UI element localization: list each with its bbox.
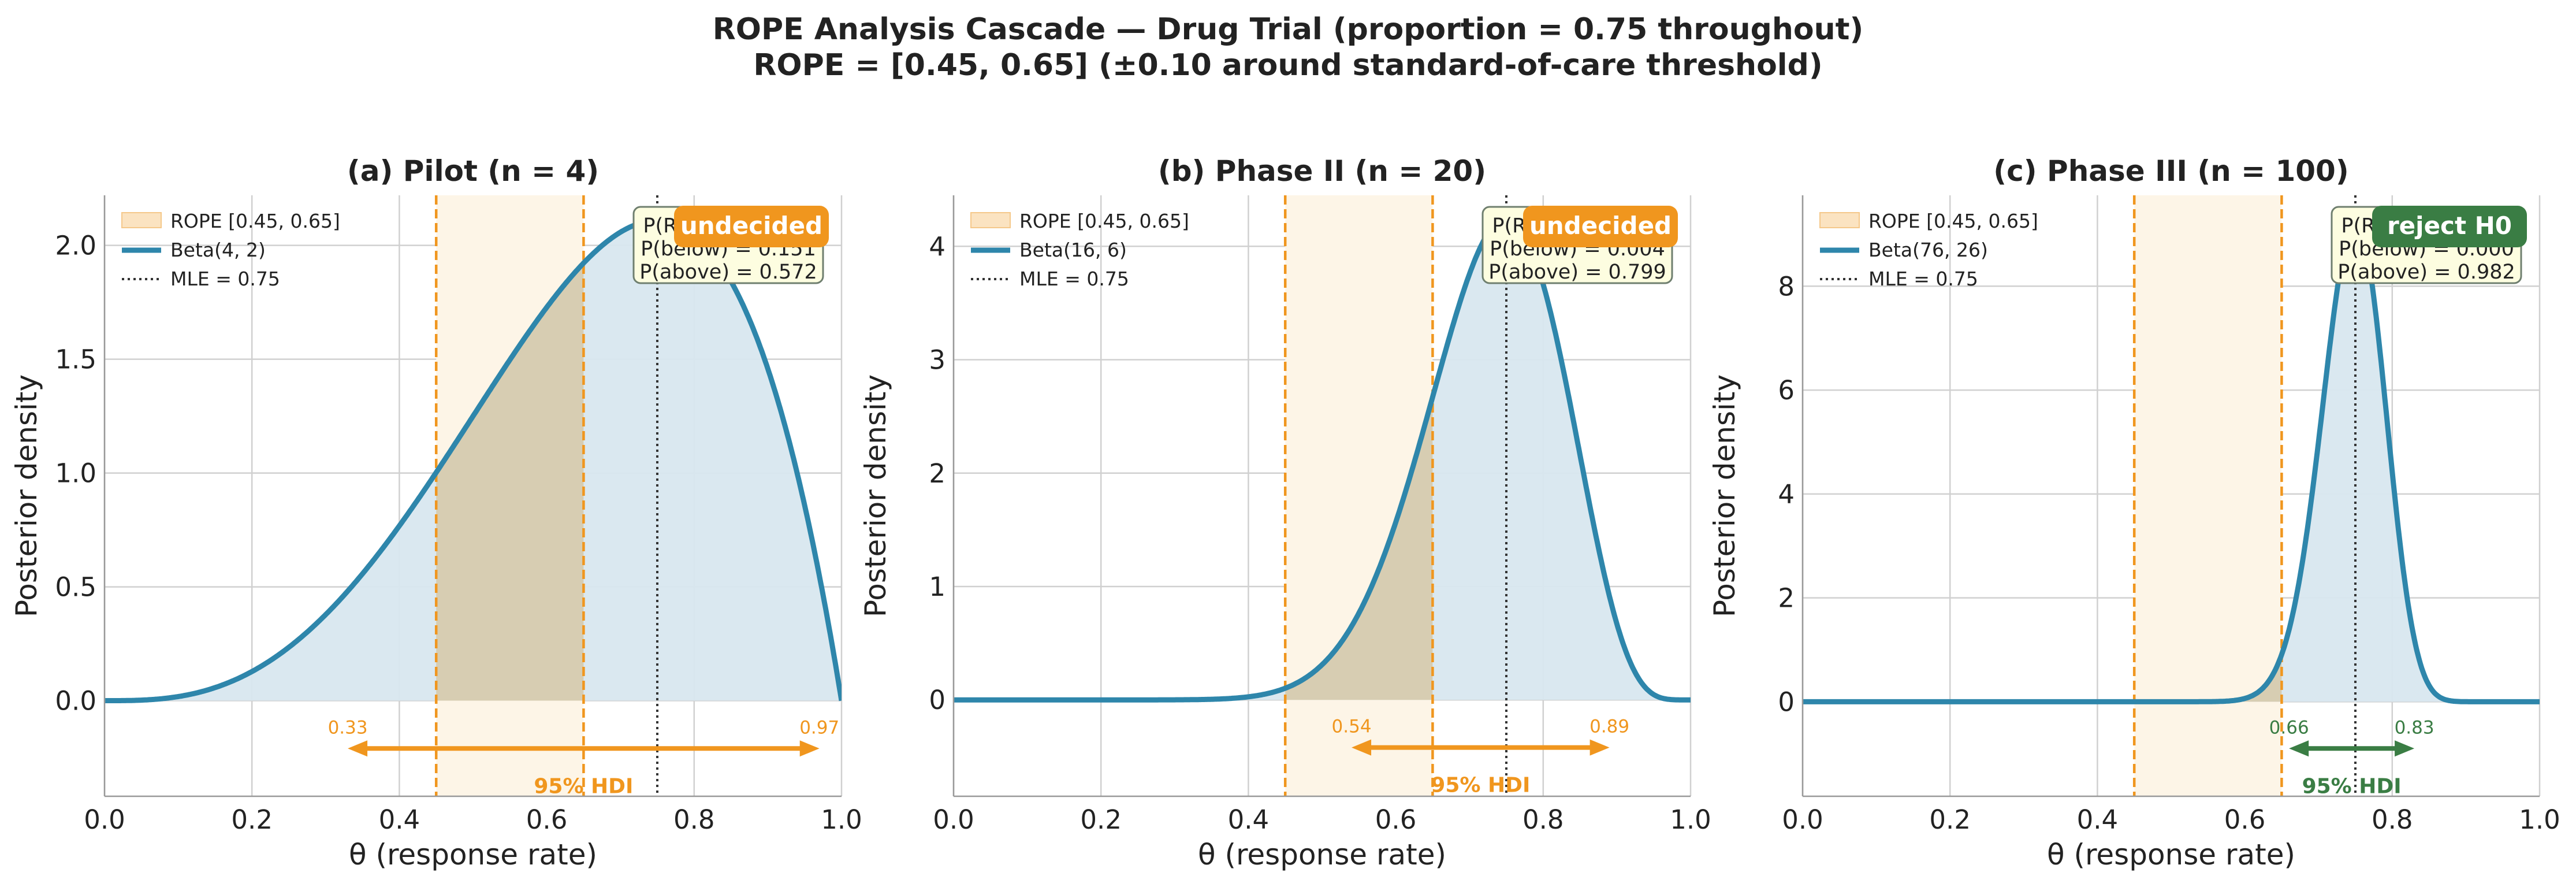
prob-above: P(above) = 0.799 (1488, 261, 1666, 284)
y-tick-label: 1.5 (55, 344, 96, 375)
legend-beta-label: Beta(4, 2) (170, 239, 266, 261)
legend-mle-label: MLE = 0.75 (170, 268, 280, 290)
panel-phase-ii: 0.54 0.89 95% HDI 0.0 0.2 0.4 0.6 0.8 1.0 0 1 2 3 4 θ … (859, 154, 1711, 871)
y-tick-label: 4 (1778, 479, 1795, 510)
x-tick-label: 0.8 (1522, 804, 1564, 835)
y-tick-label: 2.0 (55, 231, 96, 261)
hdi-high-label: 0.89 (1589, 717, 1629, 737)
y-tick-label: 2 (1778, 583, 1795, 614)
x-tick-label: 1.0 (821, 804, 862, 835)
posterior-curve (1803, 217, 2540, 704)
verdict-label: undecided (680, 211, 822, 240)
legend-rope-swatch (970, 212, 1011, 228)
y-axis-label: Posterior density (1708, 374, 1741, 617)
y-tick-label: 1.0 (55, 458, 96, 489)
y-axis-label: Posterior density (859, 374, 892, 617)
y-tick-label: 0.0 (55, 686, 96, 717)
x-tick-label: 0.8 (673, 804, 715, 835)
hdi-high-label: 0.83 (2395, 717, 2434, 738)
x-tick-label: 0.4 (1228, 804, 1270, 835)
legend-beta-label: Beta(16, 6) (1019, 239, 1127, 261)
hdi-high-label: 0.97 (799, 717, 839, 738)
x-tick-label: 0.0 (933, 804, 974, 835)
legend-rope-label: ROPE [0.45, 0.65] (1868, 210, 2038, 232)
x-tick-label: 0.0 (84, 804, 125, 835)
panel-title: (c) Phase III (n = 100) (1993, 154, 2348, 188)
hdi-label: 95% HDI (1431, 774, 1530, 797)
x-tick-label: 0.4 (379, 804, 420, 835)
y-tick-label: 8 (1778, 271, 1795, 302)
x-tick-label: 0.0 (1782, 804, 1823, 835)
verdict-label: reject H0 (2387, 211, 2512, 240)
y-tick-label: 1 (929, 571, 945, 602)
verdict-badge (674, 206, 829, 247)
hdi-low-label: 0.54 (1332, 717, 1372, 737)
verdict-badge (1523, 206, 1678, 247)
hdi-arrowhead-right (799, 740, 820, 757)
x-axis-label: θ (response rate) (1198, 838, 1446, 871)
x-tick-label: 1.0 (2519, 804, 2560, 835)
x-tick-label: 0.2 (1929, 804, 1971, 835)
hdi-low-label: 0.33 (328, 717, 368, 738)
verdict-label: undecided (1529, 211, 1672, 240)
hdi-arrowhead-left (348, 740, 368, 757)
legend-rope-label: ROPE [0.45, 0.65] (170, 210, 340, 232)
x-tick-label: 0.2 (231, 804, 273, 835)
panel-title: (a) Pilot (n = 4) (347, 154, 599, 188)
figure-title-line2: ROPE = [0.45, 0.65] (±0.10 around standa… (753, 48, 1822, 83)
legend-beta-label: Beta(76, 26) (1868, 239, 1988, 261)
hdi-arrowhead-right (2395, 740, 2415, 757)
hdi-label: 95% HDI (2302, 774, 2402, 798)
x-tick-label: 1.0 (1670, 804, 1711, 835)
legend-mle-label: MLE = 0.75 (1019, 268, 1129, 290)
rope-band (2134, 195, 2282, 796)
y-tick-label: 6 (1778, 375, 1795, 406)
hdi-low-label: 0.66 (2269, 717, 2309, 738)
posterior-curve (954, 216, 1691, 703)
verdict-badge (2372, 206, 2527, 247)
hdi-arrowhead-right (1589, 739, 1610, 756)
figure-title-line1: ROPE Analysis Cascade — Drug Trial (prop… (713, 12, 1864, 47)
x-tick-label: 0.6 (2224, 804, 2266, 835)
x-axis-label: θ (response rate) (349, 838, 597, 871)
panel-pilot: 0.33 0.97 95% HDI 0.0 0.2 0.4 0.6 0.8 1.0 0.0 0.5 1… (10, 154, 862, 871)
panel-title: (b) Phase II (n = 20) (1158, 154, 1486, 188)
y-tick-label: 2 (929, 458, 945, 489)
hdi-arrowhead-left (2289, 740, 2309, 757)
x-tick-label: 0.4 (2077, 804, 2119, 835)
legend-rope-swatch (121, 212, 162, 228)
hdi-arrowhead-left (1352, 739, 1372, 756)
x-tick-label: 0.2 (1080, 804, 1122, 835)
panel-phase-iii: 0.66 0.83 95% HDI 0.0 0.2 0.4 0.6 0.8 1.0 0 2 4 6 8 θ … (1708, 154, 2560, 871)
x-tick-label: 0.8 (2372, 804, 2413, 835)
y-tick-label: 4 (929, 231, 945, 262)
hdi-label: 95% HDI (534, 774, 633, 798)
rope-posterior-overlap (436, 263, 584, 701)
legend-rope-swatch (1819, 212, 1860, 228)
prob-above: P(above) = 0.982 (2337, 261, 2515, 284)
y-tick-label: 0.5 (55, 572, 96, 603)
prob-above: P(above) = 0.572 (639, 261, 817, 284)
y-tick-label: 0 (929, 685, 945, 715)
rope-posterior-overlap (1285, 397, 1433, 700)
legend-mle-label: MLE = 0.75 (1868, 268, 1978, 290)
x-tick-label: 0.6 (526, 804, 568, 835)
y-tick-label: 0 (1778, 686, 1795, 717)
legend-rope-label: ROPE [0.45, 0.65] (1019, 210, 1189, 232)
y-axis-label: Posterior density (10, 374, 43, 617)
y-tick-label: 3 (929, 345, 945, 376)
posterior-area (954, 218, 1691, 700)
x-axis-label: θ (response rate) (2047, 838, 2295, 871)
rope-posterior-overlap (2134, 654, 2282, 702)
x-tick-label: 0.6 (1375, 804, 1417, 835)
